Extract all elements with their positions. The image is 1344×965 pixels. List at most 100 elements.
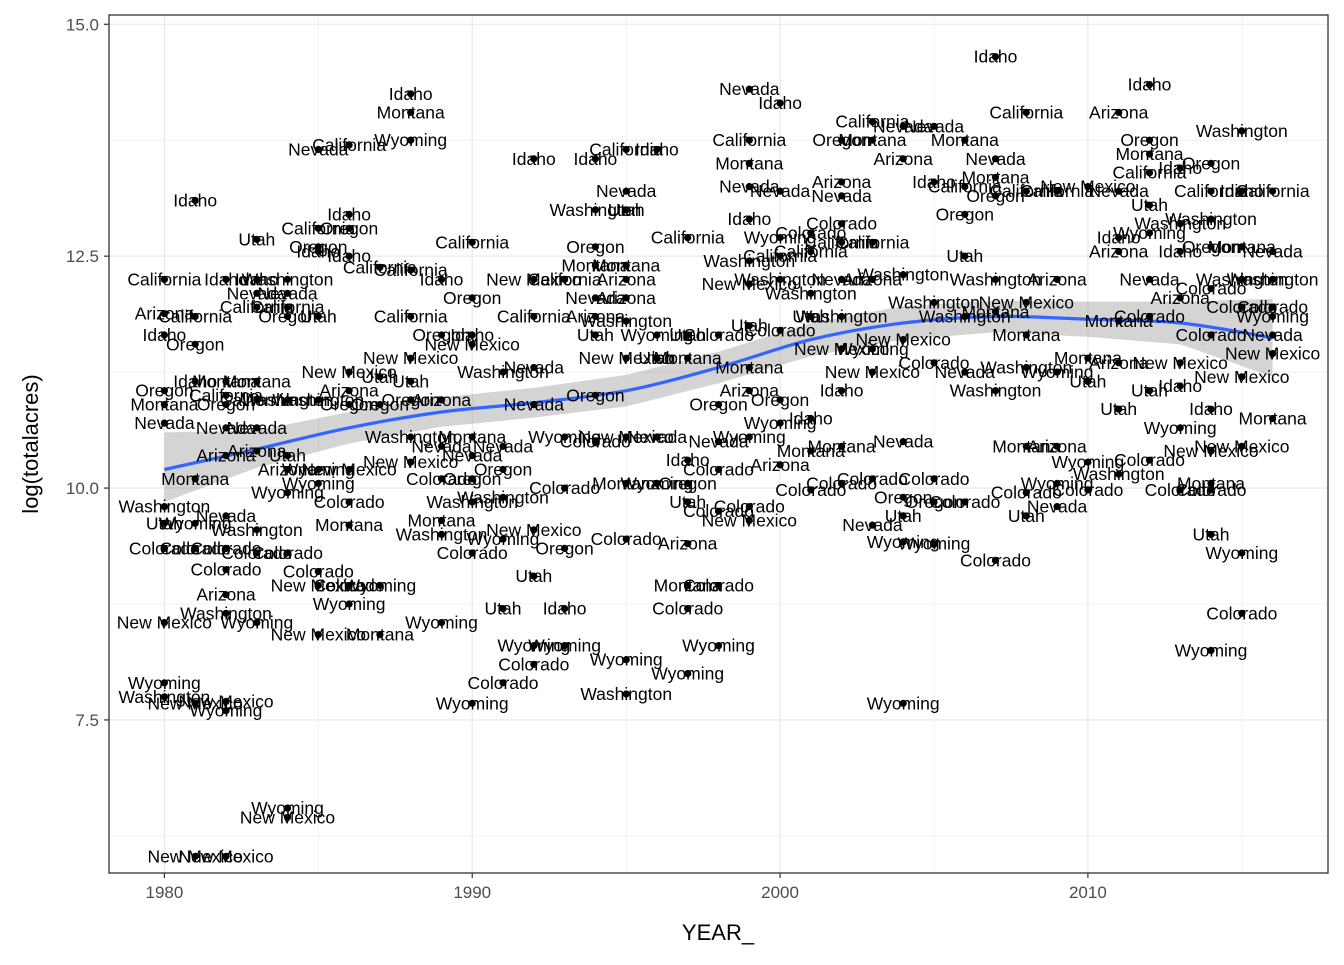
point-label: Nevada bbox=[935, 362, 996, 382]
data-point: Montana bbox=[223, 371, 291, 391]
point-label: Montana bbox=[808, 436, 876, 456]
point-marker bbox=[714, 401, 723, 409]
point-marker bbox=[160, 619, 168, 627]
point-marker bbox=[868, 275, 877, 283]
point-marker bbox=[499, 679, 507, 687]
point-label: Oregon bbox=[966, 186, 1024, 206]
point-label: Oregon bbox=[320, 395, 378, 415]
data-point: Washington bbox=[888, 293, 980, 313]
point-marker bbox=[622, 535, 630, 543]
point-marker bbox=[961, 252, 969, 260]
point-label: Washington bbox=[119, 497, 211, 517]
point-marker bbox=[283, 489, 292, 497]
point-label: Wyoming bbox=[867, 532, 940, 552]
point-marker bbox=[407, 433, 415, 441]
point-marker bbox=[1115, 234, 1123, 242]
point-marker bbox=[1145, 169, 1154, 177]
point-marker bbox=[1145, 150, 1154, 158]
data-point: Oregon bbox=[351, 395, 409, 415]
point-marker bbox=[1269, 331, 1277, 339]
point-label: Nevada bbox=[473, 436, 534, 456]
point-marker bbox=[776, 252, 784, 260]
data-point: New Mexico bbox=[363, 348, 458, 368]
point-label: California bbox=[528, 269, 602, 289]
data-point: California bbox=[127, 269, 201, 289]
data-point: Montana bbox=[808, 436, 876, 456]
point-marker bbox=[222, 377, 230, 385]
point-marker bbox=[407, 396, 415, 404]
point-marker bbox=[499, 442, 507, 450]
point-label: New Mexico bbox=[1194, 367, 1289, 387]
point-label: Oregon bbox=[320, 218, 378, 238]
data-point: Wyoming bbox=[651, 664, 724, 684]
data-point: New Mexico bbox=[702, 274, 797, 294]
data-point: Idaho bbox=[204, 269, 248, 289]
point-marker bbox=[160, 693, 168, 701]
data-point: Arizona bbox=[1027, 436, 1087, 456]
point-label: California bbox=[127, 269, 201, 289]
data-point: Washington bbox=[580, 684, 672, 704]
point-label: Wyoming bbox=[590, 650, 663, 670]
point-label: Colorado bbox=[529, 478, 600, 498]
point-marker bbox=[437, 475, 446, 483]
point-label: Colorado bbox=[652, 599, 723, 619]
point-marker bbox=[961, 498, 969, 506]
data-point: Arizona bbox=[597, 288, 657, 308]
data-point: Montana bbox=[161, 469, 229, 489]
data-point: Wyoming bbox=[190, 701, 263, 721]
point-marker bbox=[899, 512, 907, 520]
data-point: Arizona bbox=[1089, 102, 1149, 122]
point-marker bbox=[622, 206, 630, 214]
data-point: Idaho bbox=[1158, 242, 1202, 262]
point-marker bbox=[899, 538, 907, 546]
point-label: Idaho bbox=[758, 93, 802, 113]
point-label: Colorado bbox=[991, 483, 1062, 503]
loess-line bbox=[164, 314, 1273, 472]
point-marker bbox=[868, 521, 877, 529]
point-marker bbox=[468, 433, 476, 441]
data-point: Montana bbox=[654, 576, 722, 596]
point-marker bbox=[314, 479, 322, 487]
point-label: Nevada bbox=[411, 436, 472, 456]
data-point: California bbox=[158, 307, 232, 327]
point-marker bbox=[1084, 377, 1092, 385]
data-point: Wyoming bbox=[1144, 418, 1217, 438]
data-point: Oregon bbox=[1120, 130, 1178, 150]
data-point: Colorado bbox=[283, 562, 354, 582]
point-marker bbox=[1207, 447, 1215, 455]
point-label: New Mexico bbox=[856, 330, 951, 350]
point-label: Idaho bbox=[574, 149, 618, 169]
data-point: Idaho bbox=[789, 409, 833, 429]
data-point: California bbox=[281, 218, 355, 238]
point-marker bbox=[1022, 187, 1030, 195]
point-label: Colorado bbox=[1145, 480, 1216, 500]
y-tick-label: 7.5 bbox=[75, 711, 99, 730]
data-point: Arizona bbox=[412, 390, 472, 410]
point-label: Colorado bbox=[1114, 450, 1185, 470]
data-point: New Mexico bbox=[271, 625, 366, 645]
point-label: New Mexico bbox=[1133, 353, 1228, 373]
data-point: Utah bbox=[638, 348, 675, 368]
data-point: Idaho bbox=[635, 140, 679, 160]
data-point: Colorado bbox=[591, 529, 662, 549]
data-point: Colorado bbox=[683, 325, 754, 345]
data-point: Utah bbox=[146, 513, 183, 533]
data-point: Utah bbox=[731, 316, 768, 336]
point-marker bbox=[622, 690, 630, 698]
point-label: Colorado bbox=[314, 576, 385, 596]
data-point: New Mexico bbox=[702, 511, 797, 531]
data-point: Montana bbox=[961, 167, 1029, 187]
point-marker bbox=[991, 556, 1000, 565]
point-label: Utah bbox=[238, 230, 275, 250]
data-point: Nevada bbox=[196, 506, 257, 526]
point-marker bbox=[1145, 81, 1154, 89]
data-point: Utah bbox=[300, 307, 337, 327]
data-point: Idaho bbox=[389, 84, 433, 104]
point-marker bbox=[838, 136, 846, 144]
point-marker bbox=[745, 322, 753, 330]
point-marker bbox=[283, 452, 292, 460]
point-label: Idaho bbox=[1158, 158, 1202, 178]
point-label: Washington bbox=[703, 251, 795, 271]
point-marker bbox=[714, 331, 723, 339]
point-marker bbox=[499, 605, 507, 613]
